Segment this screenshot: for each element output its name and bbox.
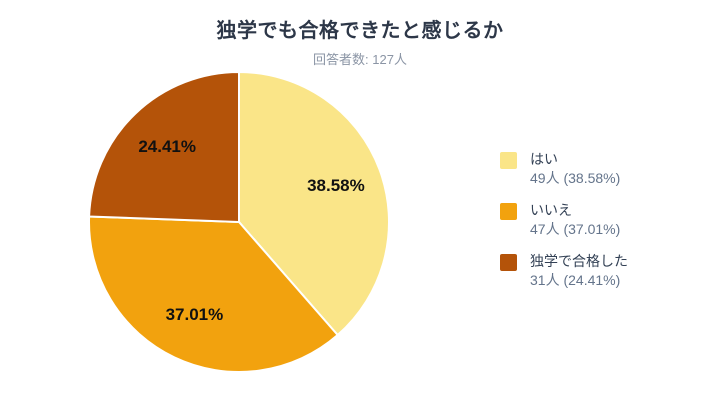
legend-label-1: いいえ [530,202,572,218]
slice-percent-label-1: 37.01% [165,305,224,325]
legend: はい 49人 (38.58%) いいえ 47人 (37.01%) 独学で合格した 31人 … [500,150,628,290]
pie-slice-2 [88,71,240,223]
pie-area: 38.58% 37.01% 24.41% [87,70,391,374]
legend-label-2: 独学で合格した [530,253,628,269]
legend-label-0: はい [530,151,558,167]
legend-text-1: いいえ 47人 (37.01%) [530,201,620,239]
legend-swatch-2 [500,254,517,271]
legend-item-1: いいえ 47人 (37.01%) [500,201,628,239]
slice-percent-label-2: 24.41% [138,137,197,157]
pie-slice-0 [238,71,390,337]
slice-percent-label-0: 38.58% [307,175,365,195]
legend-swatch-1 [500,203,517,220]
legend-value-2: 31人 (24.41%) [530,272,621,288]
legend-item-0: はい 49人 (38.58%) [500,150,628,188]
legend-text-0: はい 49人 (38.58%) [530,150,620,188]
legend-value-0: 49人 (38.58%) [530,170,621,186]
legend-text-2: 独学で合格した 31人 (24.41%) [530,252,628,290]
legend-swatch-0 [500,152,517,169]
chart-subtitle: 回答者数: 127人 [313,52,407,67]
pie-slice-1 [88,215,339,373]
chart-title: 独学でも合格できたと感じるか [216,20,504,42]
pie-chart [88,71,390,373]
legend-item-2: 独学で合格した 31人 (24.41%) [500,252,628,290]
legend-value-1: 47人 (37.01%) [530,221,621,237]
